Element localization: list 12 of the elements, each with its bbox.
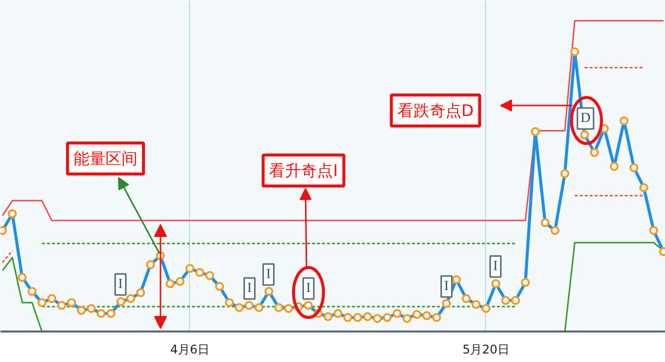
x-tick-label: 5月20日 bbox=[462, 342, 510, 356]
annotation: I bbox=[493, 259, 498, 274]
annotation: I bbox=[247, 281, 252, 296]
x-tick-label: 4月6日 bbox=[170, 342, 210, 356]
annotation: I bbox=[118, 277, 124, 292]
annotation: 能量区间 bbox=[74, 149, 138, 168]
annotation: I bbox=[266, 267, 272, 282]
annotation: D bbox=[580, 111, 591, 126]
annotation: 看升奇点I bbox=[269, 161, 338, 180]
annotation: 看跌奇点D bbox=[397, 101, 474, 120]
annotation: I bbox=[444, 279, 450, 294]
annotation: I bbox=[306, 281, 312, 296]
